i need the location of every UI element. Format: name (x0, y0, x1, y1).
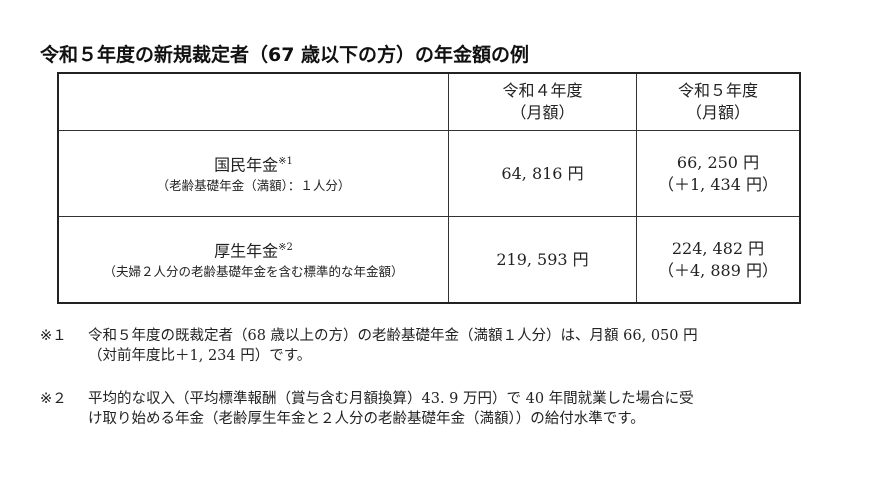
pension-table: 令和４年度 （月額） 令和５年度 （月額） 国民年金※1 （老齢基礎年金（満額）：１… (57, 72, 801, 304)
row-name: 国民年金 (214, 155, 279, 175)
r5-amount: 66, 250 円 (676, 152, 760, 172)
r5-diff: （＋4, 889 円） (658, 260, 778, 280)
row-subtitle: （老齢基礎年金（満額）：１人分） (156, 178, 351, 194)
header-r4-label: 令和４年度 (502, 81, 583, 100)
footnote-marker: ※２ (40, 391, 67, 407)
r5-diff: （＋1, 434 円） (658, 174, 778, 194)
footnote-text-cont: け取り始める年金（老齢厚生年金と２人分の老齢基礎年金（満額））の給付水準です。 (88, 411, 645, 427)
row-name: 厚生年金 (214, 241, 279, 261)
table-header-row: 令和４年度 （月額） 令和５年度 （月額） (57, 72, 801, 131)
footnote-ref: ※1 (278, 155, 293, 167)
r5-amount: 224, 482 円 (671, 238, 765, 258)
header-r5: 令和５年度 （月額） (636, 72, 801, 131)
footnote-ref: ※2 (278, 241, 293, 253)
footnote-text-cont: （対前年度比＋1, 234 円）です。 (88, 348, 312, 364)
footnote-text: 平均的な収入（平均標準報酬（賞与含む月額換算）43. 9 万円）で 40 年間就… (88, 391, 694, 407)
r5-value: 66, 250 円（＋1, 434 円） (636, 130, 801, 217)
row-label: 厚生年金※2 （夫婦２人分の老齢基礎年金を含む標準的な年金額） (57, 216, 449, 304)
r4-value: 219, 593 円 (448, 216, 637, 304)
header-empty-cell (57, 72, 449, 131)
header-r5-label: 令和５年度 (677, 81, 758, 100)
page-title: 令和５年度の新規裁定者（67 歳以下の方）の年金額の例 (40, 44, 530, 66)
table-row: 厚生年金※2 （夫婦２人分の老齢基礎年金を含む標準的な年金額） 219, 593… (57, 216, 801, 304)
footnote-marker: ※１ (40, 328, 67, 344)
footnote-1: ※１ 令和５年度の既裁定者（68 歳以上の方）の老齢基礎年金（満額１人分）は、月額… (40, 326, 698, 366)
footnote-text: 令和５年度の既裁定者（68 歳以上の方）の老齢基礎年金（満額１人分）は、月額 6… (88, 328, 698, 344)
header-r5-unit: （月額） (685, 103, 750, 122)
table-row: 国民年金※1 （老齢基礎年金（満額）：１人分） 64, 816 円 66, 25… (57, 130, 801, 217)
r4-value: 64, 816 円 (448, 130, 637, 217)
row-label: 国民年金※1 （老齢基礎年金（満額）：１人分） (57, 130, 449, 217)
footnote-2: ※２ 平均的な収入（平均標準報酬（賞与含む月額換算）43. 9 万円）で 40 年… (40, 389, 694, 429)
header-r4-unit: （月額） (510, 103, 575, 122)
header-r4: 令和４年度 （月額） (448, 72, 637, 131)
row-subtitle: （夫婦２人分の老齢基礎年金を含む標準的な年金額） (103, 264, 404, 280)
r5-value: 224, 482 円（＋4, 889 円） (636, 216, 801, 304)
